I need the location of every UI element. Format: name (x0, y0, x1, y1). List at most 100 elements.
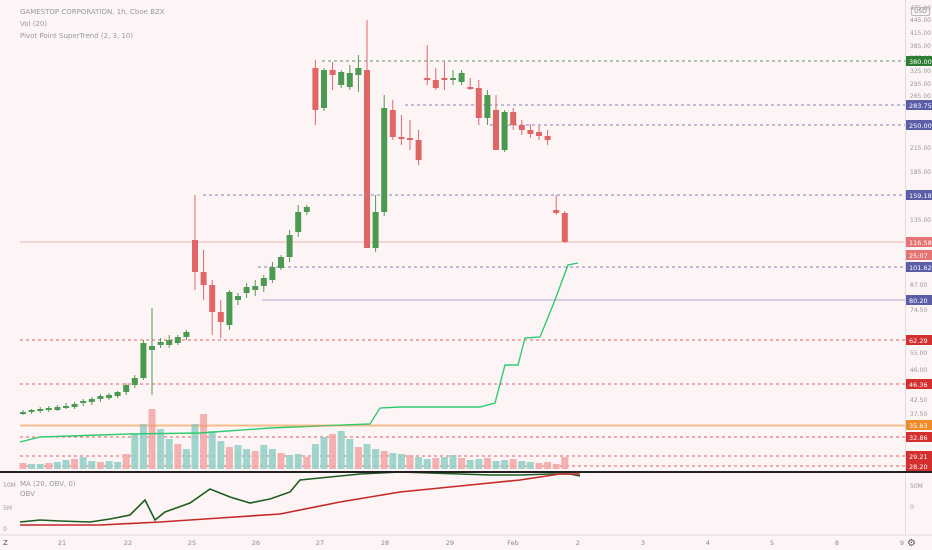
candle-body (372, 212, 379, 248)
candle-body (536, 132, 542, 136)
price-tick-label: 325.00 (910, 68, 931, 75)
volume-bar (114, 462, 122, 469)
price-tick-label: 295.00 (910, 81, 931, 88)
candle-body (209, 285, 216, 312)
price-badge-label: 380.00 (909, 58, 932, 66)
volume-bar (415, 457, 423, 469)
time-tick-label: 26 (252, 539, 260, 547)
candle-body (269, 267, 276, 280)
volume-bar (62, 460, 70, 469)
candle-body (20, 412, 26, 414)
candle-body (149, 346, 155, 350)
time-tick-label: 4 (706, 539, 710, 547)
price-tick-label: 74.50 (910, 307, 927, 314)
time-tick-label: 28 (381, 539, 389, 547)
volume-bar (105, 461, 113, 469)
price-tick-label: 445.00 (910, 17, 931, 24)
volume-bar (157, 429, 165, 469)
price-tick-label: 185.00 (910, 169, 931, 176)
price-badge (906, 237, 932, 247)
volume-bar (165, 439, 173, 469)
candle-body (346, 73, 353, 87)
volume-bar (432, 458, 440, 469)
timezone-button[interactable]: Z (3, 539, 8, 547)
volume-bar (423, 459, 431, 469)
obv-indicator-label[interactable]: OBV (20, 490, 35, 498)
candle-body (166, 340, 173, 345)
volume-bar (397, 454, 405, 469)
candle-body (553, 210, 560, 213)
candle-body (295, 212, 302, 232)
candle-body (501, 112, 508, 150)
ma-indicator-label[interactable]: MA (20, OBV, 0) (20, 480, 76, 488)
candle-body (140, 343, 147, 378)
price-badge-label: 80.20 (909, 297, 928, 305)
volume-bar (337, 431, 345, 469)
pane-separator[interactable] (0, 471, 932, 473)
candle-body (226, 292, 233, 325)
candle-body (183, 332, 190, 337)
volume-bar (96, 462, 104, 469)
obv-tick-label: 5M (3, 505, 12, 512)
candle-body (80, 401, 87, 403)
candle-body (432, 80, 439, 88)
volume-bar (526, 462, 534, 469)
volume-bar (346, 439, 354, 469)
obv-tick-label: 0 (910, 504, 914, 511)
volume-bar (320, 437, 328, 469)
volume-bar (449, 455, 457, 469)
volume-bar (458, 458, 466, 469)
price-badge (906, 379, 932, 389)
price-tick-label: 37.50 (910, 411, 927, 418)
volume-bar (329, 434, 337, 469)
volume-bar (354, 447, 362, 469)
price-tick-label: 55.00 (910, 350, 927, 357)
volume-bar (389, 453, 397, 469)
volume-bar (243, 449, 251, 469)
volume-bar (260, 445, 268, 469)
volume-bar (45, 463, 53, 469)
price-badge-label: 35.83 (909, 422, 928, 430)
price-badge-label: 159.18 (909, 192, 932, 200)
candle-body (123, 385, 130, 392)
candle-body (157, 342, 164, 345)
candle-body (364, 70, 370, 248)
candle-body (88, 399, 95, 402)
candle-body (424, 78, 431, 80)
candle-body (321, 70, 327, 108)
candle-body (475, 88, 482, 118)
obv-tick-label: 0 (3, 526, 7, 533)
volume-bar (552, 464, 560, 469)
time-tick-label: 5 (770, 539, 774, 547)
candle-body (389, 110, 396, 137)
volume-bar (191, 424, 199, 469)
candle-body (338, 72, 345, 85)
volume-bar (71, 459, 79, 469)
price-tick-label: 385.00 (910, 43, 931, 50)
volume-bar (36, 464, 44, 469)
candle-body (450, 78, 456, 80)
volume-bar (518, 461, 526, 469)
volume-bar (286, 455, 294, 469)
price-badge (906, 56, 932, 66)
candle-body (458, 73, 465, 82)
candle-body (97, 396, 104, 399)
time-tick-label: 21 (58, 539, 66, 547)
price-badge-label: 25:07 (909, 252, 928, 260)
candle-body (174, 337, 181, 343)
candle-body (235, 296, 241, 300)
volume-bar (380, 451, 388, 469)
candle-body (252, 286, 259, 290)
time-tick-label: 8 (835, 539, 839, 547)
candle-body (217, 312, 224, 322)
price-badge-label: 283.75 (909, 102, 932, 110)
currency-badge[interactable]: USD (911, 7, 930, 16)
chart-title: GAMESTOP CORPORATION, 1h, Cboe BZX (20, 8, 165, 16)
supertrend-indicator-label[interactable]: Pivot Point SuperTrend (2, 3, 10) (20, 32, 134, 40)
volume-indicator-label[interactable]: Vol (20) (20, 20, 48, 28)
candle-body (37, 409, 44, 411)
candle-body (260, 278, 267, 286)
volume-bar (294, 454, 302, 469)
gear-icon[interactable]: ⚙ (907, 538, 916, 549)
